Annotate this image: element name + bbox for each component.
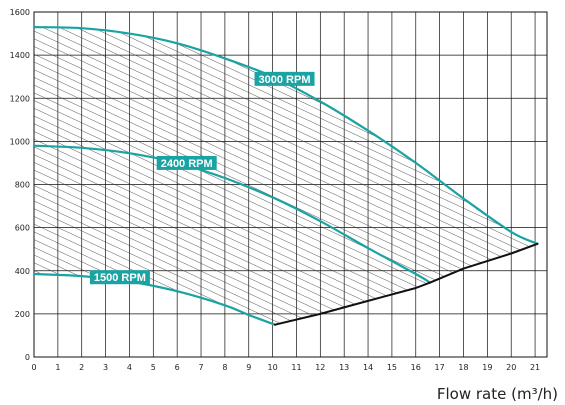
- label-2400-rpm: 2400 RPM: [156, 155, 217, 170]
- x-tick-label-18: 18: [458, 363, 468, 372]
- y-tick-label-8: 1600: [10, 8, 30, 17]
- x-tick-label-8: 8: [222, 363, 227, 372]
- x-tick-label-7: 7: [198, 363, 203, 372]
- y-tick-label-5: 1000: [10, 137, 30, 146]
- curve-2400-rpm: [32, 144, 432, 284]
- x-tick-label-4: 4: [127, 363, 132, 372]
- x-tick-label-5: 5: [151, 363, 156, 372]
- y-tick-label-4: 800: [15, 181, 30, 190]
- x-tick-label-6: 6: [175, 363, 180, 372]
- x-tick-label-13: 13: [339, 363, 349, 372]
- x-tick-label-3: 3: [103, 363, 108, 372]
- label-1500-rpm: 1500 RPM: [89, 270, 150, 285]
- label-box-2400-rpm: [156, 155, 217, 170]
- x-tick-label-10: 10: [268, 363, 278, 372]
- operating-boundary-line: [274, 242, 539, 326]
- operating-area: [34, 27, 538, 325]
- y-tick-label-1: 200: [15, 310, 30, 319]
- y-tick-label-2: 400: [15, 267, 30, 276]
- label-text-3000-rpm: 3000 RPM: [259, 74, 311, 86]
- x-tick-label-14: 14: [363, 363, 373, 372]
- x-tick-label-9: 9: [246, 363, 251, 372]
- x-tick-label-15: 15: [387, 363, 397, 372]
- x-tick-label-16: 16: [411, 363, 421, 372]
- label-text-1500-rpm: 1500 RPM: [94, 272, 146, 284]
- x-tick-label-0: 0: [31, 363, 36, 372]
- x-tick-label-2: 2: [79, 363, 84, 372]
- x-tick-label-21: 21: [530, 363, 540, 372]
- curve-3000-rpm: [32, 26, 539, 245]
- y-tick-label-3: 600: [15, 224, 30, 233]
- y-tick-label-7: 1400: [10, 51, 30, 60]
- curve-labels: 3000 RPM 2400 RPM 1500 RPM: [89, 71, 315, 285]
- tick-labels: 0 1 2 3 4 5 6 7 8 9 10 11 12 13 14 15 16 17 18 19 20 21020040…: [10, 8, 541, 372]
- label-text-2400-rpm: 2400 RPM: [161, 158, 213, 170]
- x-tick-label-11: 11: [291, 363, 301, 372]
- label-3000-rpm: 3000 RPM: [254, 71, 315, 86]
- x-tick-label-17: 17: [435, 363, 445, 372]
- curves: [32, 26, 539, 326]
- x-axis-label: Flow rate (m³/h): [437, 385, 558, 403]
- y-tick-label-6: 1200: [10, 94, 30, 103]
- x-tick-label-20: 20: [506, 363, 516, 372]
- x-tick-label-1: 1: [55, 363, 60, 372]
- x-tick-label-12: 12: [315, 363, 325, 372]
- x-tick-label-19: 19: [482, 363, 492, 372]
- curve-1500-rpm: [32, 272, 277, 326]
- hatched-region: [34, 27, 538, 325]
- label-box-1500-rpm: [89, 270, 150, 285]
- y-tick-label-0: 0: [25, 353, 30, 362]
- label-box-3000-rpm: [254, 71, 315, 86]
